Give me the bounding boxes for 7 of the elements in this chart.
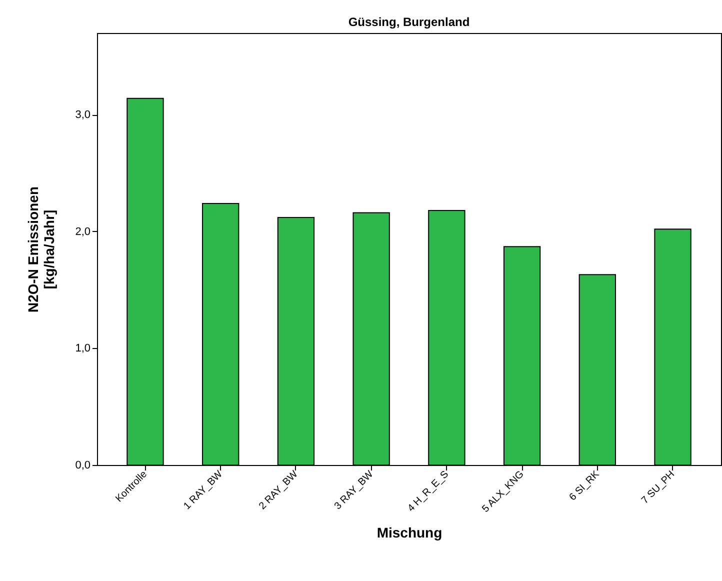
y-axis-title: N2O-N Emissionen [kg/ha/Jahr]: [25, 186, 58, 313]
chart-title: Güssing, Burgenland: [348, 15, 470, 29]
x-axis-title: Mischung: [376, 524, 442, 541]
y-tick-label: 1,0: [75, 342, 90, 355]
y-tick-label: 3,0: [75, 109, 90, 122]
y-tick-label: 2,0: [75, 226, 90, 238]
y-tick-label: 0,0: [75, 460, 90, 472]
